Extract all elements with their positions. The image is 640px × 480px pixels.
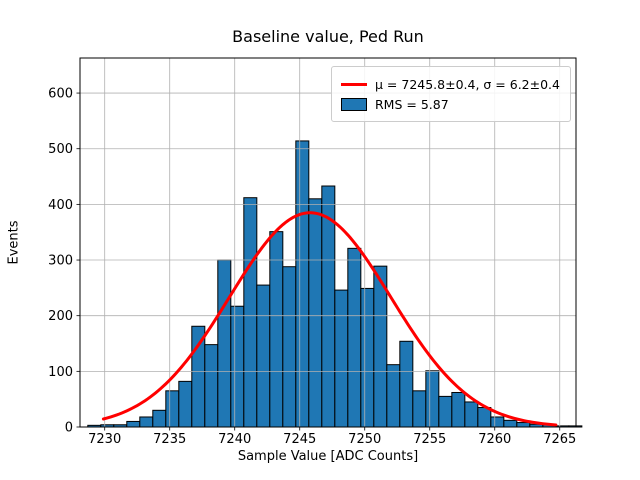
histogram-patch-swatch xyxy=(341,97,367,111)
x-tick-label: 7255 xyxy=(413,432,446,447)
y-tick-label: 300 xyxy=(48,254,73,269)
y-tick-label: 600 xyxy=(48,87,73,102)
fit-line-swatch xyxy=(341,82,367,86)
fit-label: μ = 7245.8±0.4, σ = 6.2±0.4 xyxy=(375,76,560,92)
histogram-bar xyxy=(490,416,505,428)
histogram-bar xyxy=(308,198,323,428)
y-tick-label: 500 xyxy=(48,142,73,157)
histogram-bar xyxy=(204,344,219,428)
x-tick-label: 7260 xyxy=(478,432,511,447)
legend-entry-fit: μ = 7245.8±0.4, σ = 6.2±0.4 xyxy=(341,74,560,94)
histogram-bar xyxy=(347,247,362,428)
histogram-bar xyxy=(516,422,531,428)
histogram-bar xyxy=(256,284,271,428)
histogram-bar xyxy=(230,305,245,428)
histogram-bar xyxy=(464,401,479,428)
histogram-bar xyxy=(412,390,427,428)
histogram-bar xyxy=(425,370,440,428)
histogram-bar xyxy=(152,409,167,428)
histogram-bar xyxy=(386,364,401,428)
histogram-bar xyxy=(399,340,414,428)
x-tick-label: 7245 xyxy=(283,432,316,447)
histogram-bar xyxy=(165,390,180,428)
y-tick-label: 100 xyxy=(48,365,73,380)
y-axis-label: Events xyxy=(6,220,22,265)
histogram-bar xyxy=(438,395,453,428)
y-tick-label: 400 xyxy=(48,198,73,213)
histogram-bar xyxy=(360,287,375,428)
histogram-bar xyxy=(178,380,193,428)
histogram-bar xyxy=(243,197,258,428)
histogram-bar xyxy=(217,259,232,428)
chart-title: Baseline value, Ped Run xyxy=(232,27,424,46)
y-tick-label: 200 xyxy=(48,309,73,324)
x-tick-label: 7265 xyxy=(543,432,576,447)
x-tick-label: 7230 xyxy=(88,432,121,447)
histogram-bar xyxy=(126,420,141,428)
legend: μ = 7245.8±0.4, σ = 6.2±0.4 RMS = 5.87 xyxy=(331,66,571,122)
rms-label: RMS = 5.87 xyxy=(375,96,449,112)
histogram-bar xyxy=(477,407,492,428)
gaussian-fit-curve xyxy=(101,211,558,427)
x-tick-label: 7240 xyxy=(218,432,251,447)
histogram-bar xyxy=(334,289,349,428)
x-tick-label: 7250 xyxy=(348,432,381,447)
histogram-bar xyxy=(295,140,310,428)
x-axis-label: Sample Value [ADC Counts] xyxy=(237,449,419,464)
histogram-bar xyxy=(139,416,154,428)
axes-spines xyxy=(79,57,577,428)
y-tick-label: 0 xyxy=(65,421,73,436)
histogram-bar xyxy=(269,231,284,428)
histogram-bar xyxy=(451,391,466,428)
histogram-bar xyxy=(503,419,518,428)
histogram-bar xyxy=(191,325,206,428)
histogram-bar xyxy=(282,266,297,428)
x-tick-label: 7235 xyxy=(153,432,186,447)
legend-entry-rms: RMS = 5.87 xyxy=(341,94,560,114)
